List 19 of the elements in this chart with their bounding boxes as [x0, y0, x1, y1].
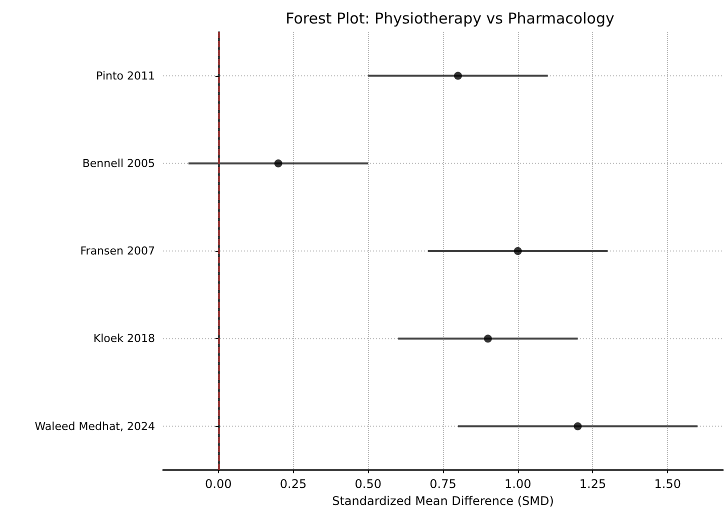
x-tick-label: 1.00	[504, 477, 532, 492]
x-tick-label: 0.00	[205, 477, 232, 492]
x-tick-label: 0.25	[280, 477, 307, 492]
y-tick-label: Waleed Medhat, 2024	[34, 420, 155, 433]
y-tick-label: Kloek 2018	[93, 332, 155, 346]
chart-title: Forest Plot: Physiotherapy vs Pharmacology	[286, 10, 614, 28]
x-tick-label: 1.50	[654, 477, 681, 492]
y-tick-label: Bennell 2005	[82, 156, 155, 170]
x-tick-label: 0.75	[430, 477, 456, 492]
point	[484, 334, 492, 343]
x-tick-label: 1.25	[579, 477, 606, 492]
y-tick-label: Fransen 2007	[80, 244, 155, 258]
point	[574, 422, 582, 430]
y-tick-label: Pinto 2011	[96, 69, 155, 82]
point	[454, 72, 462, 80]
x-tick-label: 0.50	[354, 477, 382, 492]
x-axis-title: Standardized Mean Difference (SMD)	[332, 494, 554, 508]
point	[274, 159, 282, 168]
point	[514, 247, 522, 256]
